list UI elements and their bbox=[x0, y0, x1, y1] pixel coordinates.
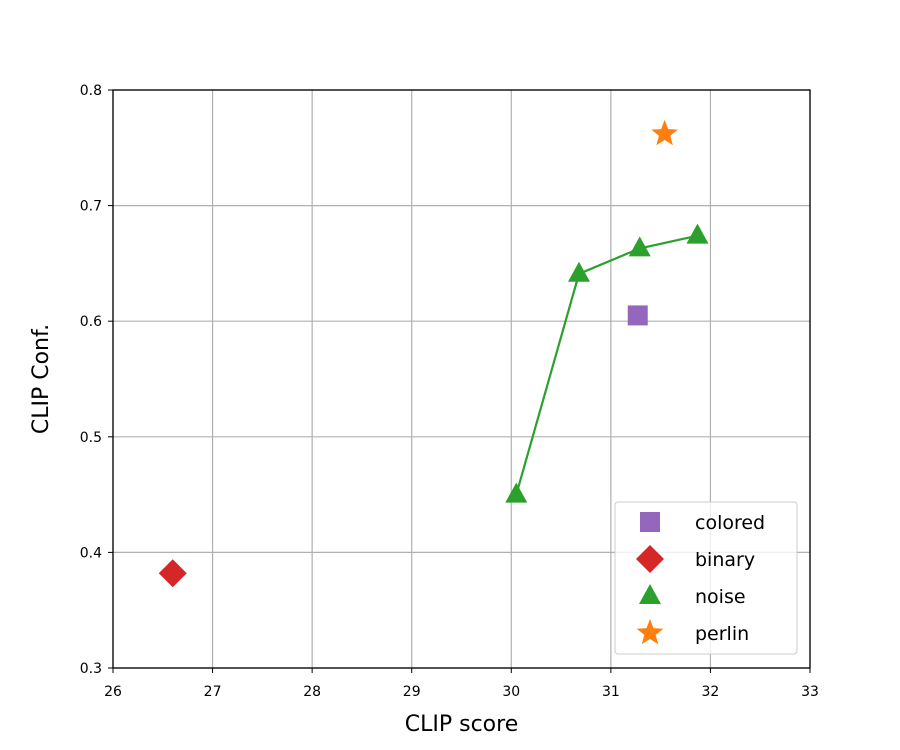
legend-box bbox=[614, 501, 798, 655]
x-axis-label: CLIP score bbox=[405, 712, 518, 737]
legend-colored-label: colored bbox=[695, 512, 765, 534]
legend-noise-label: noise bbox=[695, 586, 746, 608]
legend-perlin-marker bbox=[636, 619, 664, 645]
x-tick-label: 28 bbox=[303, 684, 321, 700]
noise-point bbox=[505, 482, 528, 503]
x-tick-label: 33 bbox=[801, 684, 819, 700]
legend-binary-marker bbox=[636, 545, 664, 573]
ticks: 26 27 28 29 30 31 32 33 0.3 0.4 0.5 0.6 0.7 0.8 bbox=[80, 83, 819, 700]
y-tick-label: 0.5 bbox=[80, 430, 102, 446]
colored-point bbox=[627, 305, 648, 326]
binary-point bbox=[158, 559, 187, 588]
noise-point bbox=[686, 223, 709, 244]
x-tick-label: 27 bbox=[204, 684, 222, 700]
legend-colored-marker bbox=[640, 512, 660, 532]
x-tick-label: 29 bbox=[403, 684, 421, 700]
y-axis-label: CLIP Conf. bbox=[29, 324, 54, 434]
y-tick-label: 0.8 bbox=[80, 83, 102, 99]
y-tick-label: 0.7 bbox=[80, 199, 102, 215]
noise-point bbox=[628, 236, 651, 257]
legend: colored binary noise perlin bbox=[614, 501, 798, 655]
noise-line bbox=[515, 234, 698, 495]
x-tick-label: 26 bbox=[104, 684, 122, 700]
x-tick-label: 32 bbox=[702, 684, 720, 700]
series-layer bbox=[158, 119, 709, 588]
perlin-point bbox=[651, 119, 678, 146]
y-tick-label: 0.4 bbox=[80, 545, 102, 561]
legend-noise-marker bbox=[639, 584, 661, 604]
y-tick-label: 0.6 bbox=[80, 314, 102, 330]
legend-perlin-label: perlin bbox=[695, 623, 749, 645]
y-tick-label: 0.3 bbox=[80, 661, 102, 677]
x-tick-label: 30 bbox=[502, 684, 520, 700]
plot-frame bbox=[112, 89, 811, 669]
noise-point bbox=[567, 261, 590, 282]
legend-binary-label: binary bbox=[695, 549, 755, 571]
x-tick-label: 31 bbox=[602, 684, 620, 700]
